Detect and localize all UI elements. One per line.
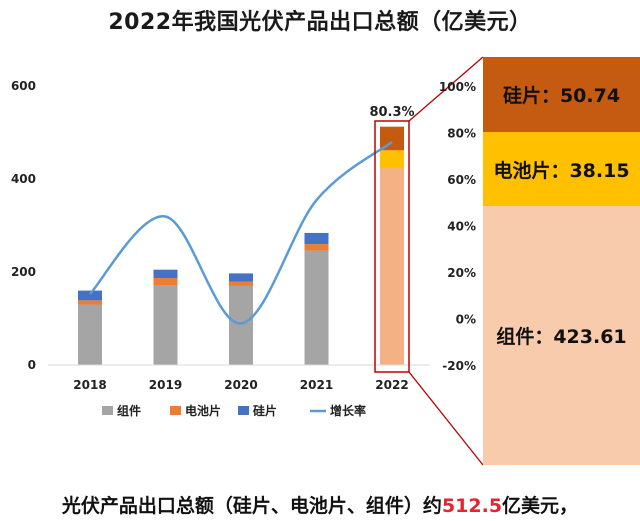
detail-module: 组件：423.61 <box>483 206 640 465</box>
summary-value: 512.5 <box>441 495 503 517</box>
legend-swatch-cell <box>170 406 181 415</box>
bar-module-2018 <box>78 304 102 365</box>
bar-module-2021 <box>304 250 329 365</box>
percent-tick-label: -20% <box>442 359 476 373</box>
x-tick-label: 2019 <box>149 378 182 392</box>
percent-tick-label: 20% <box>447 266 476 280</box>
bar-cell-2022 <box>380 150 404 169</box>
y-tick-label: 600 <box>11 79 36 93</box>
legend: 组件 电池片 硅片 增长率 <box>102 403 366 418</box>
y-tick-label: 200 <box>11 265 36 279</box>
percent-tick-label: 100% <box>439 80 476 94</box>
percent-tick-label: 0% <box>456 313 476 327</box>
summary-suffix: 亿美元， <box>502 495 579 517</box>
right-percent-axis: 100% 80% 60% 40% 20% 0% -20% <box>439 80 476 373</box>
percent-tick-label: 80% <box>447 127 476 141</box>
x-tick-label: 2022 <box>375 378 408 392</box>
x-axis: 2018 2019 2020 2021 2022 <box>48 364 430 392</box>
bar-module-2019 <box>153 285 178 365</box>
bar-cell-2018 <box>78 300 102 305</box>
growth-line: 80.3% <box>89 105 415 325</box>
connector-bottom <box>408 371 484 466</box>
y-tick-label: 400 <box>11 172 36 186</box>
x-tick-label: 2020 <box>224 378 257 392</box>
bar-cell-2021 <box>304 244 329 251</box>
bar-silicon-2020 <box>229 273 253 282</box>
y-tick-label: 0 <box>28 358 36 372</box>
legend-label-growth: 增长率 <box>330 403 366 418</box>
legend-label-silicon: 硅片 <box>253 403 277 418</box>
legend-label-module: 组件 <box>117 403 141 418</box>
legend-label-cell: 电池片 <box>185 403 221 418</box>
legend-swatch-module <box>102 406 113 415</box>
connector-top <box>408 56 484 122</box>
bar-silicon-2019 <box>153 269 178 279</box>
highlight-2022 <box>374 56 484 466</box>
detail-silicon: 硅片：50.74 <box>483 57 640 132</box>
bar-silicon-2018 <box>78 290 102 301</box>
detail-cell: 电池片：38.15 <box>483 132 640 206</box>
bar-silicon-2021 <box>304 232 329 245</box>
summary-text: 光伏产品出口总额（硅片、电池片、组件）约512.5亿美元， <box>0 491 640 518</box>
bars <box>78 126 404 365</box>
growth-line-path <box>89 140 393 325</box>
bar-cell-2019 <box>153 278 178 286</box>
bar-module-2022 <box>380 168 404 365</box>
bar-module-2020 <box>229 285 253 365</box>
detail-2022-breakdown: 硅片：50.74 电池片：38.15 组件：423.61 <box>483 57 640 465</box>
percent-tick-label: 60% <box>447 173 476 187</box>
y-axis: 0 200 400 600 <box>11 79 36 372</box>
growth-annotation: 80.3% <box>369 105 414 120</box>
bar-cell-2020 <box>229 281 253 286</box>
x-tick-label: 2021 <box>300 378 333 392</box>
percent-tick-label: 40% <box>447 220 476 234</box>
chart-title: 2022年我国光伏产品出口总额（亿美元） <box>108 10 532 35</box>
summary-prefix: 光伏产品出口总额（硅片、电池片、组件）约 <box>61 495 442 517</box>
legend-swatch-silicon <box>238 406 249 415</box>
x-tick-label: 2018 <box>73 378 106 392</box>
bar-silicon-2022 <box>380 126 404 151</box>
highlight-box <box>374 120 410 373</box>
